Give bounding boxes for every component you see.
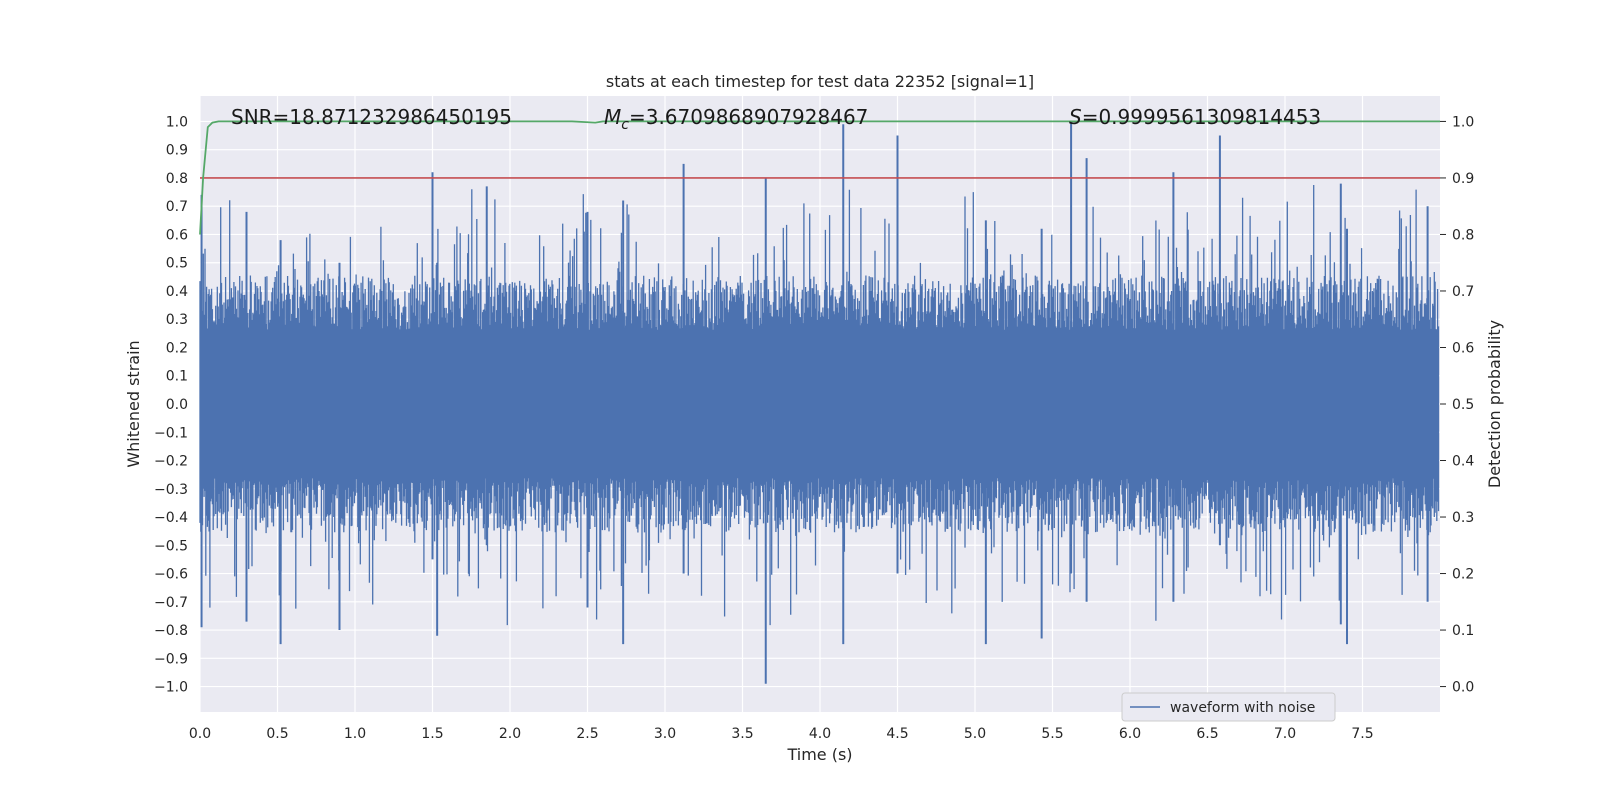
x-tick-label: 0.0 (189, 726, 211, 742)
x-tick-labels: 0.0 0.5 1.0 1.5 2.0 2.5 3.0 3.5 4.0 4.5 5.0 5.5 6.0 6… (189, 726, 1374, 742)
x-tick-label: 0.5 (266, 726, 288, 742)
x-tick-label: 4.5 (886, 726, 908, 742)
x-tick-label: 7.5 (1351, 726, 1373, 742)
right-y-tick-labels: 1.0 0.9 0.8 0.7 0.6 0.5 0.4 0.3 0.2 0.1 0.0 (1440, 114, 1474, 696)
x-tick-label: 6.5 (1196, 726, 1218, 742)
left-y-tick-label: 0.9 (166, 143, 188, 159)
right-y-tick-label: 0.2 (1452, 567, 1474, 583)
left-y-tick-label: 1.0 (166, 114, 188, 130)
left-y-tick-label: 0.8 (166, 171, 188, 187)
legend-label: waveform with noise (1170, 700, 1315, 716)
x-tick-label: 3.0 (654, 726, 676, 742)
mc-symbol: M (604, 105, 621, 129)
left-y-tick-label: 0.4 (166, 284, 188, 300)
snr-annotation: SNR=18.871232986450195 (231, 105, 512, 129)
right-y-axis-label: Detection probability (1485, 320, 1504, 488)
mc-value: =3.6709868907928467 (629, 105, 868, 129)
left-y-tick-label: 0.6 (166, 227, 188, 243)
x-axis-label: Time (s) (786, 745, 852, 764)
left-y-tick-label: −0.9 (154, 651, 188, 667)
s-value: =0.9999561309814453 (1082, 105, 1321, 129)
x-tick-label: 2.0 (499, 726, 521, 742)
right-y-tick-label: 0.8 (1452, 227, 1474, 243)
left-y-tick-label: −0.4 (154, 510, 188, 526)
left-y-tick-label: −0.3 (154, 482, 188, 498)
waveform-trace (199, 185, 1440, 626)
left-y-tick-label: −0.2 (154, 454, 188, 470)
left-y-tick-label: −0.7 (154, 595, 188, 611)
left-y-tick-label: 0.3 (166, 312, 188, 328)
left-y-tick-label: −0.8 (154, 623, 188, 639)
left-y-tick-labels: 1.0 0.9 0.8 0.7 0.6 0.5 0.4 0.3 0.2 0.1 0.0 −0.1 −0.… (154, 114, 188, 695)
left-y-tick-label: 0.7 (166, 199, 188, 215)
right-y-tick-label: 0.6 (1452, 340, 1474, 356)
x-tick-label: 5.5 (1041, 726, 1063, 742)
chart-title: stats at each timestep for test data 223… (606, 72, 1034, 91)
right-y-tick-label: 1.0 (1452, 114, 1474, 130)
mc-subscript: c (621, 117, 629, 133)
x-tick-label: 1.5 (421, 726, 443, 742)
right-y-tick-label: 0.9 (1452, 171, 1474, 187)
x-tick-label: 6.0 (1119, 726, 1141, 742)
left-y-tick-label: −0.6 (154, 567, 188, 583)
left-y-tick-label: 0.0 (166, 397, 188, 413)
x-tick-label: 2.5 (576, 726, 598, 742)
overlay-lines (199, 120, 1440, 235)
left-y-tick-label: −1.0 (154, 680, 188, 696)
x-tick-label: 3.5 (731, 726, 753, 742)
s-symbol: S (1069, 105, 1082, 129)
left-y-tick-label: 0.5 (166, 256, 188, 272)
right-y-tick-label: 0.7 (1452, 284, 1474, 300)
right-y-tick-label: 0.0 (1452, 680, 1474, 696)
left-y-tick-label: 0.2 (166, 340, 188, 356)
left-y-tick-label: −0.1 (154, 425, 188, 441)
legend-box (1121, 692, 1336, 722)
x-tick-label: 1.0 (344, 726, 366, 742)
x-tick-label: 4.0 (809, 726, 831, 742)
detection-probability-line (199, 120, 1440, 235)
chirp-mass-annotation: Mc=3.6709868907928467 (604, 105, 868, 133)
legend: waveform with noise (1121, 692, 1336, 722)
left-y-axis-label: Whitened strain (124, 340, 143, 467)
right-y-tick-label: 0.3 (1452, 510, 1474, 526)
left-y-tick-label: −0.5 (154, 538, 188, 554)
right-y-tick-label: 0.4 (1452, 454, 1474, 470)
spin-annotation: S=0.9999561309814453 (1069, 105, 1321, 129)
x-tick-label: 5.0 (964, 726, 986, 742)
left-y-tick-label: 0.1 (166, 369, 188, 385)
right-y-tick-label: 0.5 (1452, 397, 1474, 413)
waveform-series (199, 121, 1440, 684)
right-y-tick-label: 0.1 (1452, 623, 1474, 639)
x-tick-label: 7.0 (1274, 726, 1296, 742)
